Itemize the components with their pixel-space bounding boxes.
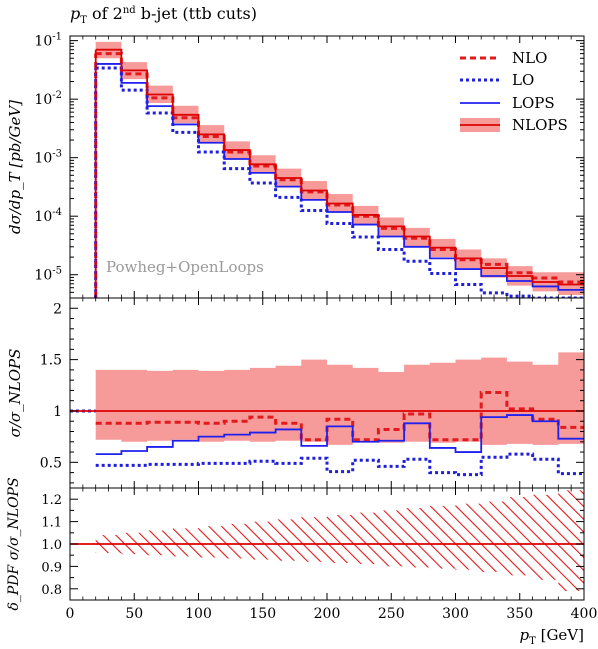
pdf-plot-area [70, 490, 584, 592]
y-tick-label: 10-5 [34, 266, 62, 284]
x-tick-label: 0 [66, 606, 75, 622]
legend-label-lops: LOPS [512, 94, 555, 112]
y-tick-label: 10-4 [34, 207, 62, 225]
ratio-panel: 0.5 1 1.5 2 [40, 297, 585, 489]
y-tick-label: 1.2 [41, 493, 62, 508]
x-tick-label: 400 [571, 606, 598, 622]
y-label-pdf: δ_PDF σ/σ_NLOPS [6, 477, 22, 610]
main-panel: 10-1 10-2 10-3 10-4 10-5 [34, 32, 585, 299]
main-line-nlo [95, 52, 584, 284]
x-tick-label: 100 [185, 606, 212, 622]
y-tick-label: 0.5 [40, 455, 62, 471]
main-line-lo [95, 66, 584, 298]
main-band-nlops [95, 41, 584, 296]
pdf-hatch-band [95, 490, 584, 592]
x-tick-label: 50 [125, 606, 143, 622]
watermark: Powheg+OpenLoops [106, 258, 264, 276]
y-label-main: dσ/dp_T [pb/GeV] [6, 100, 24, 234]
y-tick-label: 1.5 [40, 353, 62, 369]
y-label-ratio: σ/σ_NLOPS [6, 349, 24, 438]
legend-label-nlops: NLOPS [512, 116, 568, 134]
main-line-nlops [95, 48, 584, 286]
y-tick-label: 1.1 [41, 516, 62, 531]
y-tick-label: 1.0 [41, 538, 62, 553]
x-label: pT [GeV] [520, 626, 584, 647]
y-tick-label: 10-2 [34, 90, 62, 108]
ratio-line-lo [95, 452, 584, 477]
x-tick-label: 200 [314, 606, 341, 622]
main-plot-area [94, 41, 584, 298]
ratio-line-lops [95, 414, 584, 456]
x-tick-label: 300 [442, 606, 469, 622]
y-tick-label: 0.9 [41, 560, 62, 575]
chart-title: pT of 2nd b-jet (ttb cuts) [70, 4, 257, 26]
y-tick-label: 10-3 [34, 149, 62, 167]
y-tick-label: 1 [53, 404, 62, 420]
y-tick-label: 10-1 [34, 32, 62, 50]
pdf-panel: 0.8 0.9 1.0 1.1 1.2 0 50 100 150 200 250 300 350 400 [41, 487, 598, 622]
ratio-line-nlo [95, 390, 584, 442]
legend-label-nlo: NLO [512, 49, 547, 67]
y-tick-label: 0.8 [41, 583, 62, 598]
legend-label-lo: LO [512, 71, 534, 89]
x-tick-label: 150 [249, 606, 276, 622]
main-line-lops [95, 63, 584, 291]
x-tick-label: 250 [378, 606, 405, 622]
x-tick-label: 350 [506, 606, 533, 622]
legend: NLO LO LOPS NLOPS [460, 49, 568, 134]
ratio-band-nlops [95, 352, 584, 445]
y-tick-label: 2 [53, 301, 62, 317]
ratio-plot-area [70, 352, 584, 477]
